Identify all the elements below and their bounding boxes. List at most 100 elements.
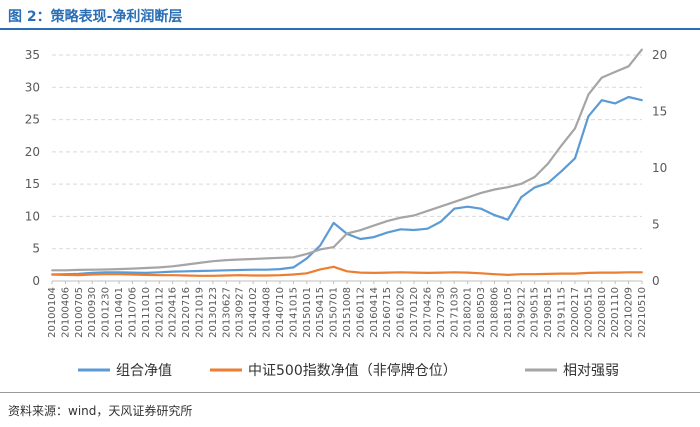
series-point-3 <box>574 127 576 130</box>
x-tick-label: 20110401 <box>114 287 125 338</box>
series-point-1 <box>466 205 469 208</box>
legend-label-2: 中证500指数净值（非停牌仓位） <box>248 362 457 379</box>
x-tick-label: 20161020 <box>396 287 407 338</box>
x-tick-label: 20200217 <box>570 287 581 338</box>
legend-label-1: 组合净值 <box>116 363 172 379</box>
series-point-2 <box>560 272 563 275</box>
x-tick-label: 20130927 <box>235 287 246 338</box>
series-point-3 <box>51 269 53 272</box>
series-point-1 <box>641 99 643 102</box>
x-tick-label: 20120716 <box>181 287 192 338</box>
y-right-tick-label: 10 <box>652 161 667 175</box>
series-point-1 <box>587 115 590 118</box>
series-point-2 <box>292 273 295 276</box>
x-tick-label: 20140710 <box>275 287 286 338</box>
series-point-1 <box>574 157 576 160</box>
series-point-2 <box>212 274 214 277</box>
series-point-2 <box>614 271 617 274</box>
series-point-1 <box>118 271 120 274</box>
x-tick-label: 20150415 <box>315 287 326 338</box>
x-tick-label: 20171030 <box>449 287 460 338</box>
series-point-3 <box>252 258 255 260</box>
series-point-1 <box>413 229 415 231</box>
x-tick-label: 20100406 <box>60 287 71 338</box>
series-point-3 <box>158 266 161 269</box>
y-right-tick-label: 20 <box>652 48 667 62</box>
series-point-1 <box>627 96 630 98</box>
series-point-1 <box>560 170 563 173</box>
y-right-tick-label: 0 <box>652 274 660 288</box>
series-point-2 <box>533 273 536 276</box>
series-point-3 <box>171 265 174 268</box>
x-tick-label: 20140102 <box>248 287 259 338</box>
y-left-tick-label: 0 <box>32 274 40 288</box>
legend: 组合净值 中证500指数净值（非停牌仓位） 相对强弱 <box>78 362 619 379</box>
series-point-2 <box>185 274 187 277</box>
series-point-1 <box>185 270 187 273</box>
series-line-1 <box>51 95 643 276</box>
x-tick-label: 20170426 <box>422 287 433 338</box>
series-point-2 <box>480 272 482 275</box>
y-right-tick-label: 5 <box>652 218 660 232</box>
series-point-1 <box>131 271 134 274</box>
series-point-3 <box>212 260 214 263</box>
y-left-tick-label: 35 <box>25 48 40 62</box>
series-point-1 <box>533 186 536 189</box>
x-tick-label: 20210510 <box>637 287 648 338</box>
series-point-3 <box>386 220 389 223</box>
series-point-1 <box>493 214 496 217</box>
series-point-3 <box>413 214 415 217</box>
series-point-3 <box>346 232 348 235</box>
series-point-2 <box>238 274 241 277</box>
series-point-3 <box>372 224 375 227</box>
series-point-2 <box>439 271 442 274</box>
series-point-1 <box>547 181 550 184</box>
series-point-2 <box>507 273 509 276</box>
y-left-tick-label: 10 <box>25 209 40 223</box>
x-tick-label: 20170120 <box>409 287 420 338</box>
series-point-3 <box>560 144 563 147</box>
series-layer <box>51 48 643 277</box>
series-point-1 <box>439 220 442 223</box>
series-point-2 <box>171 274 174 277</box>
series-point-1 <box>212 269 214 272</box>
series-point-3 <box>533 176 536 178</box>
x-tick-label: 20210209 <box>624 287 635 338</box>
series-point-1 <box>600 99 603 102</box>
series-point-1 <box>386 231 389 234</box>
series-line-3 <box>52 48 643 272</box>
x-tick-label: 20160715 <box>382 287 393 338</box>
series-point-3 <box>118 268 120 271</box>
series-point-2 <box>118 273 120 276</box>
x-tick-label: 20110706 <box>127 287 138 338</box>
series-point-2 <box>332 265 335 268</box>
figure-title: 图 2：策略表现-净利润断层 <box>8 9 183 25</box>
series-point-3 <box>279 256 281 259</box>
series-point-3 <box>91 268 94 271</box>
series-point-2 <box>265 274 268 277</box>
y-left-tick-label: 30 <box>25 80 40 94</box>
x-tick-label: 20121019 <box>195 287 206 338</box>
series-point-2 <box>346 270 348 273</box>
y-left-tick-label: 15 <box>25 177 40 191</box>
series-point-2 <box>426 272 429 274</box>
series-point-3 <box>466 196 469 199</box>
series-point-3 <box>426 210 429 212</box>
series-point-1 <box>104 271 107 274</box>
x-tick-label: 20151008 <box>342 287 353 338</box>
series-point-2 <box>547 272 550 275</box>
x-tick-label: 20101230 <box>101 287 112 338</box>
series-point-3 <box>305 252 308 255</box>
x-tick-label: 20160414 <box>369 287 380 338</box>
x-tick-label: 20100705 <box>74 287 85 338</box>
x-tick-label: 20190515 <box>530 287 541 338</box>
series-point-3 <box>587 93 590 96</box>
series-point-1 <box>292 266 295 269</box>
series-point-2 <box>144 273 147 276</box>
series-point-3 <box>439 205 442 208</box>
series-point-2 <box>198 274 201 277</box>
x-tick-label: 20190815 <box>543 287 554 338</box>
x-tick-label: 20141015 <box>288 287 299 338</box>
series-point-3 <box>265 257 268 260</box>
series-point-3 <box>627 65 630 68</box>
